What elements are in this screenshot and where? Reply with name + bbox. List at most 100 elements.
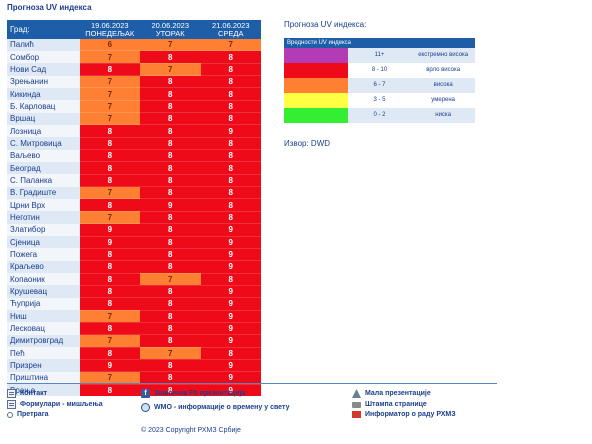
uv-value-cell: 8	[140, 112, 201, 126]
legend-color-swatch	[284, 108, 348, 123]
uv-value-cell: 7	[79, 334, 141, 348]
uv-value-cell: 8	[200, 161, 261, 175]
uv-value-cell: 8	[79, 384, 141, 397]
uv-value-cell: 9	[140, 198, 201, 212]
uv-value-cell: 8	[140, 297, 201, 311]
city-name: Неготин	[7, 211, 80, 224]
table-row: Београд 8 8 8	[7, 161, 261, 175]
uv-value-cell: 8	[200, 347, 261, 360]
uv-value-cell: 8	[200, 112, 261, 126]
uv-value-cell: 8	[200, 100, 261, 114]
table-row: Пећ 8 7 8	[7, 347, 261, 360]
table-row: Ваљево 8 8 8	[7, 149, 261, 163]
city-name: Б. Карловац	[7, 100, 80, 113]
uv-value-cell: 8	[200, 198, 261, 212]
table-row: Димитровград 7 8 9	[7, 334, 261, 348]
uv-value-cell: 8	[140, 186, 201, 200]
uv-value-cell: 7	[140, 39, 201, 52]
contact-link[interactable]: Контакт	[7, 389, 47, 398]
facebook-link[interactable]: f Званична Fb презентација	[141, 389, 245, 398]
uv-value-cell: 9	[79, 236, 141, 249]
table-row: Призрен 9 8 9	[7, 359, 261, 373]
legend-label: екстремно висока	[411, 48, 475, 63]
forms-link[interactable]: Формулари - мишљења	[7, 400, 103, 409]
table-row: Ћуприја 8 8 9	[7, 297, 261, 311]
legend-label: умерена	[431, 97, 456, 103]
uv-value-cell: 8	[140, 285, 201, 299]
wmo-link[interactable]: WMO - информације о времену у свету	[141, 403, 289, 412]
uv-value-cell: 8	[79, 149, 141, 163]
city-name: Златибор	[7, 223, 80, 236]
uv-value-cell: 8	[140, 75, 201, 89]
legend-label: врло висока	[426, 67, 461, 73]
uv-value-cell: 7	[79, 75, 141, 89]
mini-presentation-link[interactable]: Мала презентације	[352, 389, 431, 398]
legend-range: 3 - 5	[373, 97, 386, 103]
city-name: Ћуприја	[7, 297, 80, 311]
city-name: Пећ	[7, 347, 80, 360]
day-header: 19.06.2023 ПОНЕДЕЉАК	[79, 20, 141, 39]
uv-value-cell: 9	[200, 334, 261, 348]
legend-label: ниска	[411, 108, 475, 123]
uv-value-cell: 8	[200, 186, 261, 200]
uv-value-cell: 9	[200, 384, 261, 397]
city-name: Зрењанин	[7, 75, 80, 88]
uv-value-cell: 7	[200, 39, 261, 52]
search-icon	[7, 411, 13, 418]
city-name: Нови Сад	[7, 63, 80, 76]
uv-value-cell: 8	[140, 322, 201, 336]
legend-header: Вредности UV индекса	[284, 38, 475, 48]
uv-value-cell: 8	[140, 124, 201, 138]
uv-value-cell: 9	[200, 248, 261, 262]
search-link[interactable]: Претрага	[7, 411, 49, 418]
contact-icon	[7, 389, 16, 398]
uv-value-cell: 8	[79, 297, 141, 311]
uv-value-cell: 8	[140, 50, 201, 64]
table-row: Кикинда 7 8 8	[7, 87, 261, 101]
uv-value-cell: 8	[140, 260, 201, 274]
table-row: С. Паланка 8 8 8	[7, 174, 261, 188]
city-name: Палић	[7, 39, 80, 51]
uv-value-cell: 8	[200, 211, 261, 225]
city-name: Ниш	[7, 310, 80, 323]
city-name: Приштина	[7, 371, 80, 385]
table-row: Вршац 7 8 8	[7, 112, 261, 126]
legend-row: 0 - 2 ниска	[284, 108, 475, 123]
city-name: В. Градиште	[7, 186, 80, 199]
legend-color-swatch	[284, 63, 348, 78]
uv-value-cell: 9	[200, 310, 261, 323]
print-link[interactable]: Штампа странице	[352, 400, 427, 408]
table-row: Копаоник 8 7 8	[7, 273, 261, 286]
city-name: Сјеница	[7, 236, 80, 249]
city-name: Ваљево	[7, 149, 80, 162]
globe-icon	[141, 403, 150, 412]
legend-row: 3 - 5 умерена	[284, 93, 475, 108]
table-row: Пожега 8 8 9	[7, 248, 261, 262]
report-link[interactable]: Информатор о раду РХМЗ	[352, 411, 456, 418]
table-row: Сомбор 7 8 8	[7, 50, 261, 64]
uv-value-cell: 8	[200, 63, 261, 77]
legend-title: Прогноза UV индекса:	[284, 20, 367, 29]
table-row: Врање 8 8 9	[7, 384, 261, 397]
table-row: Крушевац 8 8 9	[7, 285, 261, 299]
uv-value-cell: 8	[79, 322, 141, 336]
uv-value-cell: 8	[200, 50, 261, 64]
copyright-text: © 2023 Copyright РХМЗ Србије	[141, 427, 241, 434]
uv-value-cell: 8	[200, 273, 261, 286]
table-row: Црни Врх 8 9 8	[7, 198, 261, 212]
table-row: Сјеница 9 8 9	[7, 236, 261, 249]
day-header: 21.06.2023 СРЕДА	[200, 20, 261, 39]
uv-value-cell: 8	[140, 334, 201, 348]
uv-value-cell: 8	[200, 75, 261, 89]
uv-value-cell: 8	[140, 100, 201, 114]
city-name: Лозница	[7, 124, 80, 138]
uv-value-cell: 9	[200, 124, 261, 138]
city-name: Копаоник	[7, 273, 80, 286]
legend-range: 0 - 2	[347, 108, 412, 123]
city-name: Крушевац	[7, 285, 80, 298]
uv-value-cell: 8	[79, 248, 141, 262]
table-row: Б. Карловац 7 8 8	[7, 100, 261, 114]
uv-value-cell: 8	[79, 198, 141, 212]
legend-range: 8 - 10	[371, 67, 388, 73]
uv-value-cell: 7	[79, 371, 141, 385]
